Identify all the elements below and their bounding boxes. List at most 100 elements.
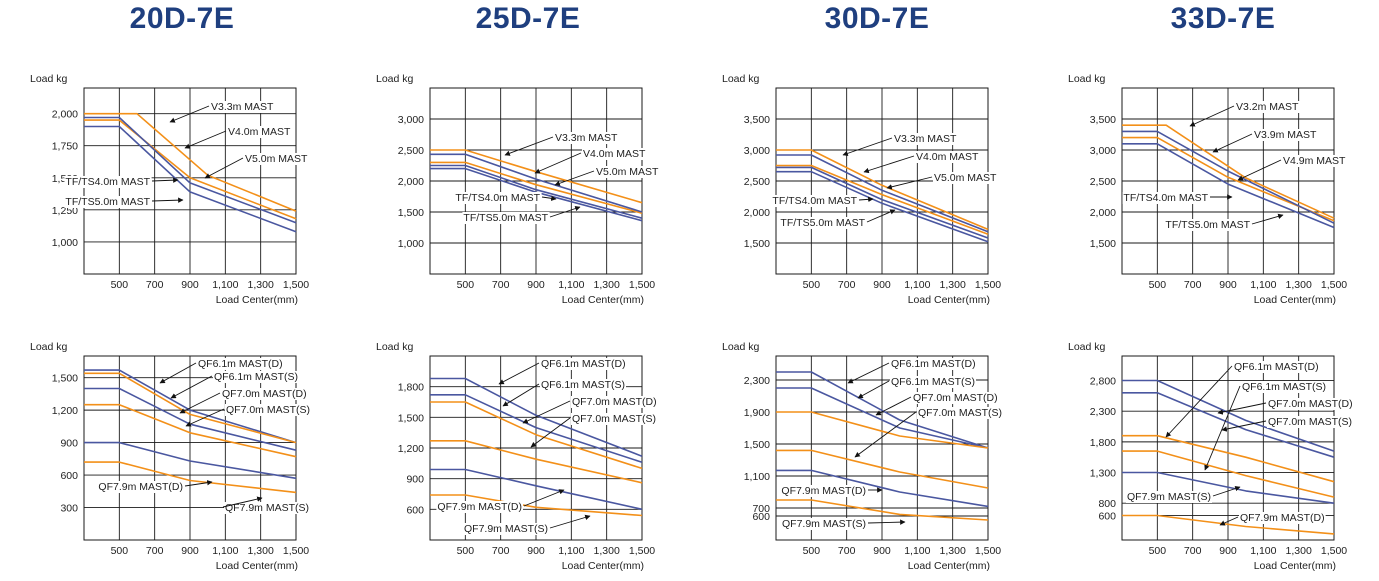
label-background <box>771 195 859 207</box>
series-line-4 <box>1122 450 1335 498</box>
y-axis-label: Load kg <box>722 341 760 353</box>
y-tick-label: 1,200 <box>398 443 424 455</box>
label-arrow <box>222 496 263 508</box>
mast-label: V4.0m MAST <box>583 148 646 160</box>
x-tick-label: 900 <box>873 279 891 291</box>
mast-label: QF7.0m MAST(D) <box>572 396 657 408</box>
x-tick-label: 500 <box>803 545 821 557</box>
mast-label: TF/TS4.0m MAST <box>772 195 857 207</box>
y-tick-label: 600 <box>1098 510 1116 522</box>
mast-label: TF/TS4.0m MAST <box>455 192 540 204</box>
y-axis-label: Load kg <box>1068 341 1106 353</box>
series-line-1 <box>84 369 297 444</box>
x-axis-label: Load Center(mm) <box>1254 560 1336 572</box>
label-background <box>915 151 981 163</box>
series-line-6 <box>1122 514 1335 535</box>
label-background <box>780 518 867 530</box>
series-line-4 <box>430 164 643 219</box>
series-line-1 <box>1122 379 1335 452</box>
label-background <box>933 172 999 184</box>
mast-label: QF7.0m MAST(S) <box>918 407 1002 419</box>
y-tick-label: 1,000 <box>398 238 424 250</box>
x-tick-label: 700 <box>492 279 510 291</box>
y-tick-label: 2,000 <box>398 176 424 188</box>
x-tick-label: 1,300 <box>1286 545 1312 557</box>
series-line-4 <box>84 125 297 233</box>
y-tick-label: 600 <box>406 504 424 516</box>
mast-label: V3.2m MAST <box>1236 101 1299 113</box>
label-background <box>912 392 999 404</box>
label-arrow <box>1221 420 1267 432</box>
label-arrow <box>886 176 933 190</box>
x-tick-label: 1,300 <box>1286 279 1312 291</box>
x-tick-label: 500 <box>111 279 129 291</box>
x-axis-label: Load Center(mm) <box>1254 294 1336 306</box>
label-background <box>454 192 542 204</box>
mast-label: QF7.0m MAST(S) <box>226 404 310 416</box>
x-tick-label: 1,100 <box>904 545 930 557</box>
mast-label: QF7.0m MAST(D) <box>913 392 998 404</box>
series-line-2 <box>430 161 643 214</box>
label-background <box>462 523 549 535</box>
mast-label: V3.3m MAST <box>894 133 957 145</box>
x-tick-label: 900 <box>181 279 199 291</box>
label-background <box>1239 512 1326 524</box>
series-line-4 <box>1122 143 1335 229</box>
y-tick-label: 1,500 <box>744 238 770 250</box>
x-axis-label: Load Center(mm) <box>216 560 298 572</box>
series-line-1 <box>430 377 643 457</box>
y-tick-label: 3,000 <box>744 145 770 157</box>
label-arrow <box>863 155 915 174</box>
label-arrow <box>847 362 890 384</box>
series-line-2 <box>430 393 643 464</box>
series-line-5 <box>776 469 989 508</box>
x-tick-label: 1,300 <box>594 279 620 291</box>
series-line-6 <box>84 461 297 494</box>
x-tick-label: 900 <box>873 545 891 557</box>
chart-title-2: 25D-7E <box>475 2 581 35</box>
x-tick-label: 500 <box>457 545 475 557</box>
mast-label: QF7.9m MAST(S) <box>782 518 866 530</box>
mast-label: V4.0m MAST <box>916 151 979 163</box>
label-arrow <box>1204 385 1241 471</box>
mast-label: TF/TS5.0m MAST <box>463 212 548 224</box>
label-arrow <box>498 362 540 385</box>
label-background <box>917 407 1004 419</box>
label-background <box>1282 155 1348 167</box>
label-arrow <box>541 195 557 201</box>
label-arrow <box>522 400 571 424</box>
series-line-4 <box>776 166 989 239</box>
label-arrow <box>554 170 595 186</box>
mast-label: QF6.1m MAST(D) <box>891 358 976 370</box>
mast-label: QF7.0m MAST(S) <box>572 413 656 425</box>
label-background <box>221 388 308 400</box>
series-line-4 <box>430 439 643 484</box>
series-line-5 <box>84 441 297 480</box>
series-line-2 <box>1122 136 1335 222</box>
x-tick-label: 700 <box>146 545 164 557</box>
mast-label: QF7.9m MAST(D) <box>1240 512 1325 524</box>
label-background <box>197 358 284 370</box>
label-arrow <box>854 411 917 458</box>
label-arrow <box>523 489 565 507</box>
y-tick-label: 2,000 <box>744 207 770 219</box>
label-background <box>780 485 867 497</box>
label-arrow <box>549 514 591 529</box>
y-tick-label: 2,300 <box>744 375 770 387</box>
y-tick-label: 2,500 <box>1090 176 1116 188</box>
x-tick-label: 1,300 <box>594 545 620 557</box>
label-arrow <box>549 205 581 218</box>
x-tick-label: 700 <box>492 545 510 557</box>
mast-label: QF7.9m MAST(S) <box>464 523 548 535</box>
x-axis-label: Load Center(mm) <box>216 294 298 306</box>
y-tick-label: 800 <box>1098 498 1116 510</box>
label-arrow <box>866 209 896 223</box>
x-tick-label: 700 <box>1184 279 1202 291</box>
label-arrow <box>184 480 213 487</box>
label-background <box>1164 219 1252 231</box>
label-background <box>540 379 627 391</box>
mast-label: TF/TS5.0m MAST <box>780 217 865 229</box>
label-background <box>571 396 658 408</box>
y-tick-label: 2,500 <box>744 176 770 188</box>
